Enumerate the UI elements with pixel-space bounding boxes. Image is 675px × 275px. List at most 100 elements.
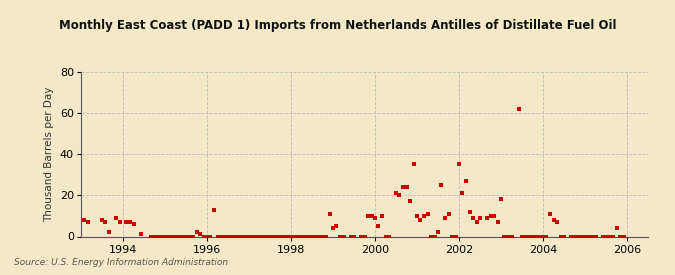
Point xyxy=(331,224,342,228)
Point xyxy=(394,193,405,197)
Point xyxy=(226,234,237,239)
Point xyxy=(566,234,576,239)
Point xyxy=(439,216,450,220)
Point xyxy=(173,234,184,239)
Point xyxy=(367,214,377,218)
Y-axis label: Thousand Barrels per Day: Thousand Barrels per Day xyxy=(45,86,55,222)
Point xyxy=(572,234,583,239)
Point xyxy=(436,183,447,187)
Point xyxy=(503,234,514,239)
Point xyxy=(247,234,258,239)
Point xyxy=(373,224,384,228)
Point xyxy=(324,212,335,216)
Point xyxy=(345,234,356,239)
Point xyxy=(233,234,244,239)
Point xyxy=(306,234,317,239)
Point xyxy=(482,216,493,220)
Point xyxy=(468,216,479,220)
Point xyxy=(194,232,205,236)
Point xyxy=(408,162,419,166)
Point xyxy=(618,234,629,239)
Point xyxy=(541,234,551,239)
Point xyxy=(327,226,338,230)
Point xyxy=(178,234,188,239)
Point xyxy=(383,234,394,239)
Point xyxy=(604,234,615,239)
Point xyxy=(475,216,485,220)
Point xyxy=(359,234,370,239)
Point xyxy=(461,179,472,183)
Point xyxy=(146,234,157,239)
Point xyxy=(548,218,559,222)
Point xyxy=(614,234,625,239)
Point xyxy=(545,212,556,216)
Point xyxy=(531,234,541,239)
Point xyxy=(212,234,223,239)
Point xyxy=(590,234,601,239)
Point xyxy=(257,234,268,239)
Point xyxy=(250,234,261,239)
Point xyxy=(608,234,618,239)
Point xyxy=(569,234,580,239)
Point xyxy=(520,234,531,239)
Point xyxy=(230,234,240,239)
Point xyxy=(398,185,408,189)
Point xyxy=(121,220,132,224)
Point xyxy=(464,210,475,214)
Point xyxy=(601,234,612,239)
Point xyxy=(576,234,587,239)
Point xyxy=(433,230,443,235)
Point xyxy=(556,234,566,239)
Point xyxy=(429,234,440,239)
Point xyxy=(191,230,202,235)
Point xyxy=(356,234,367,239)
Text: Source: U.S. Energy Information Administration: Source: U.S. Energy Information Administ… xyxy=(14,258,227,267)
Point xyxy=(370,216,381,220)
Point xyxy=(261,234,272,239)
Point xyxy=(205,234,216,239)
Point xyxy=(362,214,373,218)
Point xyxy=(377,214,387,218)
Point xyxy=(418,214,429,218)
Point xyxy=(489,214,500,218)
Point xyxy=(265,234,275,239)
Point xyxy=(104,230,115,235)
Point xyxy=(506,234,517,239)
Point xyxy=(401,185,412,189)
Point xyxy=(534,234,545,239)
Point xyxy=(272,234,283,239)
Point xyxy=(244,234,254,239)
Point xyxy=(443,212,454,216)
Point xyxy=(516,234,527,239)
Point xyxy=(223,234,234,239)
Point xyxy=(485,214,496,218)
Point xyxy=(513,106,524,111)
Point xyxy=(300,234,310,239)
Point xyxy=(412,214,423,218)
Point xyxy=(597,234,608,239)
Point xyxy=(425,234,436,239)
Point xyxy=(537,234,548,239)
Point xyxy=(279,234,290,239)
Point xyxy=(128,222,139,226)
Point xyxy=(159,234,170,239)
Point xyxy=(184,234,195,239)
Point xyxy=(156,234,167,239)
Point xyxy=(457,191,468,195)
Point xyxy=(454,162,464,166)
Point xyxy=(415,218,426,222)
Point xyxy=(380,234,391,239)
Point xyxy=(170,234,181,239)
Point xyxy=(275,234,286,239)
Point xyxy=(450,234,461,239)
Point xyxy=(268,234,279,239)
Point xyxy=(100,220,111,224)
Point xyxy=(303,234,314,239)
Point xyxy=(198,234,209,239)
Point xyxy=(181,234,192,239)
Point xyxy=(495,197,506,202)
Point xyxy=(282,234,293,239)
Point xyxy=(188,234,198,239)
Point xyxy=(348,234,359,239)
Point xyxy=(611,226,622,230)
